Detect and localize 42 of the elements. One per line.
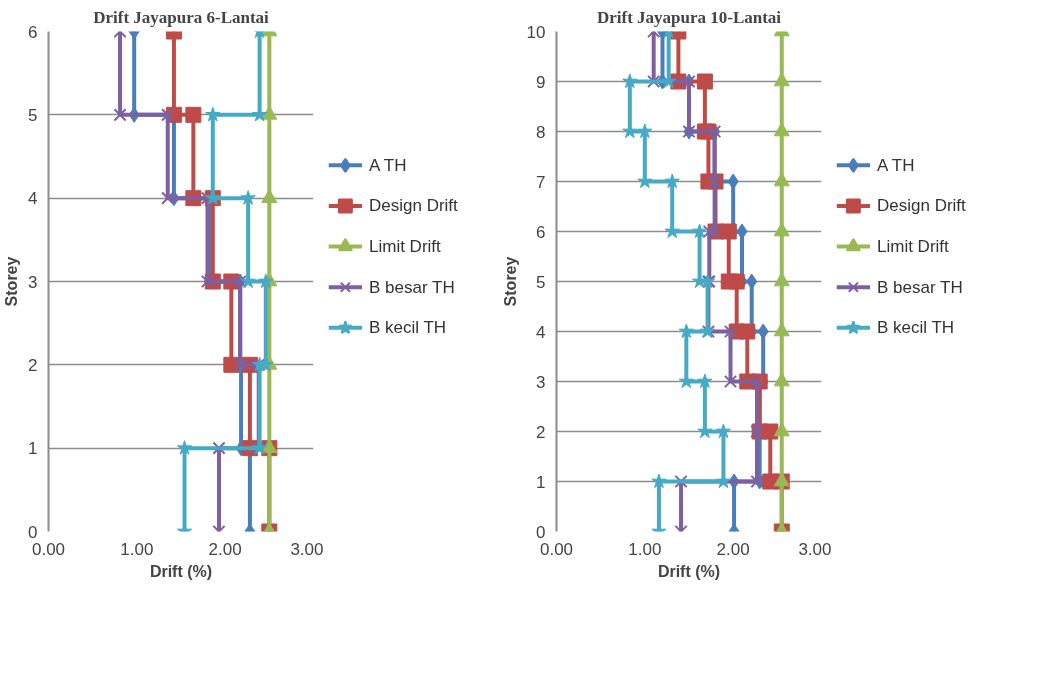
x-tick-label: 3.00 <box>798 539 832 559</box>
chart-title: Drift Jayapura 6-Lantai <box>93 7 270 27</box>
legend-label: B besar TH <box>877 277 963 297</box>
legend-label: B kecil TH <box>369 318 447 338</box>
x-tick-label: 0.00 <box>31 539 66 559</box>
x-axis-title: Drift (%) <box>657 562 721 580</box>
y-axis-title: Storey <box>3 256 21 307</box>
y-tick-label: 3 <box>28 272 38 292</box>
y-tick-label: 5 <box>28 105 38 125</box>
x-tick-label: 1.00 <box>628 539 662 559</box>
y-tick-label: 4 <box>536 322 546 342</box>
y-tick-label: 4 <box>28 189 38 209</box>
x-tick-label: 3.00 <box>290 539 324 559</box>
legend-label: Limit Drift <box>877 237 950 257</box>
y-tick-label: 3 <box>536 372 546 392</box>
legend-label: A TH <box>877 155 915 175</box>
x-axis-title: Drift (%) <box>149 562 213 580</box>
legend-label: A TH <box>369 155 407 175</box>
y-tick-label: 7 <box>536 172 546 192</box>
y-tick-label: 6 <box>28 22 38 42</box>
chart-title: Drift Jayapura 10-Lantai <box>596 7 782 27</box>
y-tick-label: 1 <box>536 472 546 492</box>
y-tick-label: 8 <box>536 122 546 142</box>
y-tick-label: 0 <box>536 522 546 542</box>
y-axis-title: Storey <box>501 256 519 307</box>
legend-label: Design Drift <box>877 196 967 216</box>
legend-label: B kecil TH <box>877 318 955 338</box>
y-tick-label: 0 <box>28 522 38 542</box>
x-tick-label: 2.00 <box>716 539 750 559</box>
x-tick-label: 2.00 <box>208 539 242 559</box>
legend-label: Limit Drift <box>369 237 442 257</box>
y-tick-label: 2 <box>536 422 546 442</box>
y-tick-label: 2 <box>28 355 38 375</box>
y-tick-label: 1 <box>28 439 38 459</box>
legend-label: Design Drift <box>369 196 459 216</box>
y-tick-label: 9 <box>536 72 546 92</box>
x-tick-label: 0.00 <box>539 539 574 559</box>
y-tick-label: 10 <box>526 22 546 42</box>
x-tick-label: 1.00 <box>120 539 154 559</box>
y-tick-label: 6 <box>536 222 546 242</box>
legend-label: B besar TH <box>369 277 455 297</box>
y-tick-label: 5 <box>536 272 546 292</box>
